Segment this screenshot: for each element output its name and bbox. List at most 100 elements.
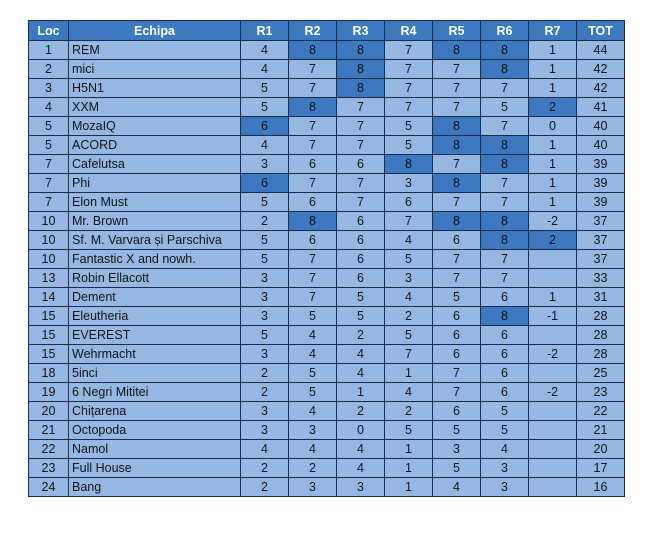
cell-r1: 2 <box>240 363 289 383</box>
cell-r4: 1 <box>384 458 433 478</box>
table-row: 14 Dement 3 7 5 4 5 6 1 31 <box>28 287 625 307</box>
table-row: 15 Eleutheria 3 5 5 2 6 8 -1 28 <box>28 306 625 326</box>
cell-echipa: Bang <box>68 477 241 497</box>
header-r1: R1 <box>240 20 289 41</box>
cell-tot: 28 <box>576 306 625 326</box>
cell-r5: 8 <box>432 173 481 193</box>
cell-r5: 7 <box>432 192 481 212</box>
cell-loc: 10 <box>28 211 69 231</box>
cell-r6: 6 <box>480 382 529 402</box>
cell-r3: 4 <box>336 344 385 364</box>
header-r2: R2 <box>288 20 337 41</box>
cell-r7: -2 <box>528 211 577 231</box>
cell-r7 <box>528 420 577 440</box>
cell-r1: 2 <box>240 211 289 231</box>
cell-r6: 7 <box>480 116 529 136</box>
cell-loc: 19 <box>28 382 69 402</box>
header-loc: Loc <box>28 20 69 41</box>
cell-r6: 7 <box>480 192 529 212</box>
cell-r1: 4 <box>240 40 289 60</box>
cell-r4: 2 <box>384 306 433 326</box>
cell-r1: 3 <box>240 287 289 307</box>
cell-loc: 7 <box>28 192 69 212</box>
cell-echipa: Sf. M. Varvara și Parschiva <box>68 230 241 250</box>
cell-r7: 1 <box>528 40 577 60</box>
cell-r2: 4 <box>288 439 337 459</box>
cell-loc: 5 <box>28 116 69 136</box>
cell-r5: 6 <box>432 401 481 421</box>
cell-loc: 7 <box>28 154 69 174</box>
cell-r4: 6 <box>384 192 433 212</box>
table-row: 22 Namol 4 4 4 1 3 4 20 <box>28 439 625 459</box>
cell-echipa: MozaIQ <box>68 116 241 136</box>
cell-r4: 1 <box>384 363 433 383</box>
table-row: 20 Chițarena 3 4 2 2 6 5 22 <box>28 401 625 421</box>
cell-r3: 8 <box>336 40 385 60</box>
table-row: 21 Octopoda 3 3 0 5 5 5 21 <box>28 420 625 440</box>
cell-loc: 5 <box>28 135 69 155</box>
cell-r4: 2 <box>384 401 433 421</box>
cell-r2: 6 <box>288 192 337 212</box>
table-row: 18 5inci 2 5 4 1 7 6 25 <box>28 363 625 383</box>
cell-r3: 1 <box>336 382 385 402</box>
cell-tot: 22 <box>576 401 625 421</box>
cell-r5: 6 <box>432 325 481 345</box>
cell-loc: 2 <box>28 59 69 79</box>
cell-r2: 7 <box>288 268 337 288</box>
cell-echipa: EVEREST <box>68 325 241 345</box>
cell-tot: 42 <box>576 78 625 98</box>
cell-r6: 6 <box>480 325 529 345</box>
cell-r4: 5 <box>384 116 433 136</box>
cell-r5: 7 <box>432 154 481 174</box>
cell-r4: 5 <box>384 325 433 345</box>
cell-tot: 40 <box>576 116 625 136</box>
cell-r7: 1 <box>528 59 577 79</box>
cell-r4: 7 <box>384 59 433 79</box>
cell-r3: 8 <box>336 59 385 79</box>
cell-echipa: 6 Negri Mititei <box>68 382 241 402</box>
cell-r6: 8 <box>480 135 529 155</box>
cell-r2: 4 <box>288 344 337 364</box>
cell-r3: 4 <box>336 458 385 478</box>
cell-echipa: H5N1 <box>68 78 241 98</box>
cell-r6: 5 <box>480 401 529 421</box>
cell-r2: 7 <box>288 116 337 136</box>
cell-r1: 4 <box>240 439 289 459</box>
cell-r2: 8 <box>288 97 337 117</box>
cell-tot: 42 <box>576 59 625 79</box>
cell-r3: 2 <box>336 325 385 345</box>
cell-r7 <box>528 268 577 288</box>
cell-echipa: Dement <box>68 287 241 307</box>
cell-r7 <box>528 249 577 269</box>
cell-echipa: Phi <box>68 173 241 193</box>
header-r4: R4 <box>384 20 433 41</box>
cell-tot: 39 <box>576 192 625 212</box>
cell-r5: 6 <box>432 344 481 364</box>
cell-r1: 5 <box>240 78 289 98</box>
cell-tot: 16 <box>576 477 625 497</box>
cell-r2: 6 <box>288 154 337 174</box>
cell-tot: 33 <box>576 268 625 288</box>
cell-r7 <box>528 401 577 421</box>
cell-r4: 3 <box>384 268 433 288</box>
cell-r2: 7 <box>288 135 337 155</box>
cell-r7 <box>528 458 577 478</box>
table-body: 1 REM 4 8 8 7 8 8 1 44 2 mici 4 7 8 7 7 8 1 42 3 H5N1 5 7 8 7 7 7 1 4… <box>28 40 625 497</box>
cell-r1: 4 <box>240 59 289 79</box>
cell-r1: 4 <box>240 135 289 155</box>
cell-echipa: Chițarena <box>68 401 241 421</box>
cell-r2: 5 <box>288 382 337 402</box>
cell-r7: 2 <box>528 97 577 117</box>
table-row: 23 Full House 2 2 4 1 5 3 17 <box>28 458 625 478</box>
cell-loc: 1 <box>28 40 69 60</box>
cell-loc: 10 <box>28 249 69 269</box>
cell-r1: 3 <box>240 306 289 326</box>
cell-r3: 7 <box>336 173 385 193</box>
cell-r3: 7 <box>336 192 385 212</box>
cell-r7: 2 <box>528 230 577 250</box>
table-row: 1 REM 4 8 8 7 8 8 1 44 <box>28 40 625 60</box>
cell-tot: 44 <box>576 40 625 60</box>
cell-echipa: REM <box>68 40 241 60</box>
cell-r2: 7 <box>288 249 337 269</box>
cell-r5: 5 <box>432 420 481 440</box>
